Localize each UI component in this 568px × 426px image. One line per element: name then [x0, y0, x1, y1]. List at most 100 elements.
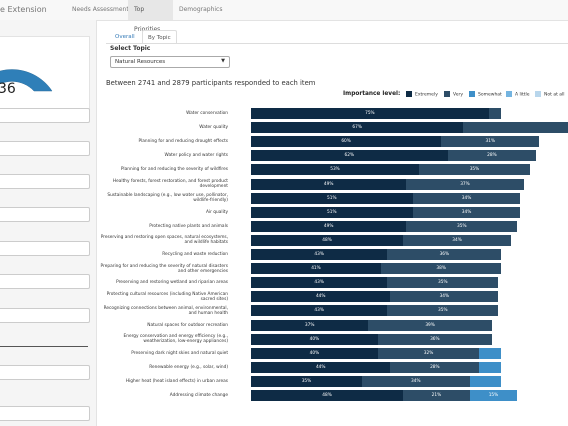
row-label: Water conservation — [186, 111, 228, 116]
legend-swatch — [469, 91, 475, 97]
bar-segment[interactable] — [251, 361, 391, 373]
bar-segment[interactable] — [251, 192, 413, 204]
gauge-value: 36 — [0, 81, 16, 97]
tab-by-topic[interactable]: By Topic — [142, 30, 177, 44]
bar-segment[interactable] — [251, 178, 407, 190]
nav-tab-demographics[interactable]: Demographics — [179, 6, 223, 13]
bar-segment[interactable] — [251, 136, 442, 148]
row-label: Water quality — [199, 125, 228, 131]
bar-segment[interactable] — [251, 108, 489, 119]
bar-segment[interactable] — [251, 291, 391, 303]
bar-data-label: 36% — [430, 336, 440, 342]
row-label: Protecting cultural resources (including… — [106, 291, 228, 302]
bar-segment[interactable] — [251, 220, 407, 232]
bar-segment[interactable] — [251, 234, 404, 246]
nav-tab-top-priorities[interactable]: Top Priorities — [128, 0, 173, 33]
bar-segment[interactable] — [387, 277, 499, 289]
bar-segment[interactable] — [488, 108, 502, 119]
bar-segment[interactable] — [377, 347, 480, 359]
sidebar-filter-field[interactable] — [0, 207, 90, 222]
bar-data-label: 39% — [425, 322, 435, 328]
bar-segment[interactable] — [251, 249, 388, 260]
bar-segment[interactable] — [251, 333, 378, 345]
bar-segment[interactable] — [403, 234, 511, 246]
sidebar-filter-field[interactable] — [0, 241, 90, 256]
row-label: Planning for and reducing the severity o… — [120, 167, 228, 173]
bar-data-label: 34% — [461, 195, 472, 201]
sidebar-panel: 36 — [0, 20, 97, 426]
bar-segment[interactable] — [387, 249, 502, 260]
bar-segment[interactable] — [251, 277, 388, 289]
bar-segment[interactable] — [251, 319, 369, 331]
bar-segment[interactable] — [251, 206, 413, 218]
bar-segment[interactable] — [406, 178, 524, 190]
bar-row: 49% 35% — [251, 220, 568, 232]
legend-swatch — [535, 91, 541, 97]
bar-segment[interactable] — [387, 305, 499, 317]
bar-row: 40% 36% — [251, 333, 568, 345]
bar-data-label: 75% — [365, 111, 375, 116]
legend-item-not-at-all: Not at all — [535, 91, 565, 98]
tab-overall[interactable]: Overall — [115, 34, 135, 40]
bar-segment[interactable] — [361, 375, 470, 387]
row-label: Water policy and water rights — [164, 153, 228, 159]
bar-data-label: 37% — [304, 322, 315, 328]
row-label: Recognizing connections between animal, … — [103, 305, 228, 316]
bar-data-label: 28% — [487, 153, 497, 159]
sidebar-filter-field[interactable] — [0, 174, 90, 189]
bar-segment[interactable] — [251, 390, 404, 401]
legend-swatch — [506, 91, 512, 97]
bar-segment[interactable] — [377, 333, 492, 345]
bar-segment[interactable] — [403, 390, 470, 401]
sidebar-divider — [0, 346, 88, 347]
bar-segment[interactable] — [251, 305, 388, 317]
bar-data-label: 21% — [431, 393, 442, 398]
topic-select[interactable]: Natural Resources ▼ — [110, 56, 230, 68]
bar-data-label: 32% — [423, 350, 434, 356]
gauge-chart — [0, 69, 53, 92]
sidebar-filter-field[interactable] — [0, 274, 90, 289]
bar-segment[interactable] — [390, 291, 499, 303]
bar-segment[interactable] — [419, 164, 530, 176]
sidebar-filter-field[interactable] — [0, 365, 90, 380]
bar-segment[interactable] — [251, 375, 362, 387]
bar-data-label: 15% — [488, 393, 499, 398]
bar-data-label: 44% — [315, 294, 326, 300]
bar-segment[interactable] — [441, 136, 540, 148]
bar-segment[interactable] — [368, 319, 492, 331]
bar-segment[interactable] — [479, 347, 502, 359]
bar-row: 37% 39% — [251, 319, 568, 331]
sidebar-filter-field[interactable] — [0, 406, 90, 421]
sidebar-filter-field[interactable] — [0, 108, 90, 123]
bar-segment[interactable] — [479, 361, 502, 373]
bar-segment[interactable] — [406, 220, 518, 232]
brand-title[interactable]: e Extension — [0, 5, 47, 14]
bar-segment[interactable] — [469, 375, 502, 387]
sidebar-filter-field[interactable] — [0, 308, 90, 323]
bar-data-label: 34% — [461, 209, 472, 215]
row-label: Sustainable landscaping (e.g., low water… — [107, 193, 228, 204]
bar-row: 51% 34% — [251, 192, 568, 204]
bar-row: 41% 38% — [251, 263, 568, 275]
bar-row: 48% 21% 15% — [251, 390, 568, 401]
bar-segment[interactable] — [390, 361, 480, 373]
bar-segment[interactable] — [463, 122, 568, 134]
nav-tab-needs-assessment[interactable]: Needs Assessment — [72, 6, 129, 13]
row-label: Air quality — [206, 209, 228, 215]
sidebar-filter-field[interactable] — [0, 141, 90, 156]
chevron-down-icon: ▼ — [221, 58, 225, 64]
bar-segment[interactable] — [447, 150, 537, 162]
bar-row: 67% — [251, 122, 568, 134]
bar-segment[interactable] — [251, 347, 378, 359]
bar-segment[interactable] — [251, 164, 419, 176]
bar-segment[interactable] — [380, 263, 502, 275]
bar-segment[interactable] — [251, 122, 464, 134]
bar-data-label: 53% — [330, 167, 340, 173]
bar-segment[interactable] — [412, 192, 521, 204]
bar-segment[interactable] — [251, 150, 448, 162]
row-label: Planning for and reducing drought effect… — [138, 139, 228, 145]
row-label: Healthy forests, forest restoration, and… — [112, 179, 228, 189]
bar-segment[interactable] — [251, 263, 381, 275]
bar-segment[interactable] — [469, 390, 518, 401]
bar-segment[interactable] — [412, 206, 521, 218]
